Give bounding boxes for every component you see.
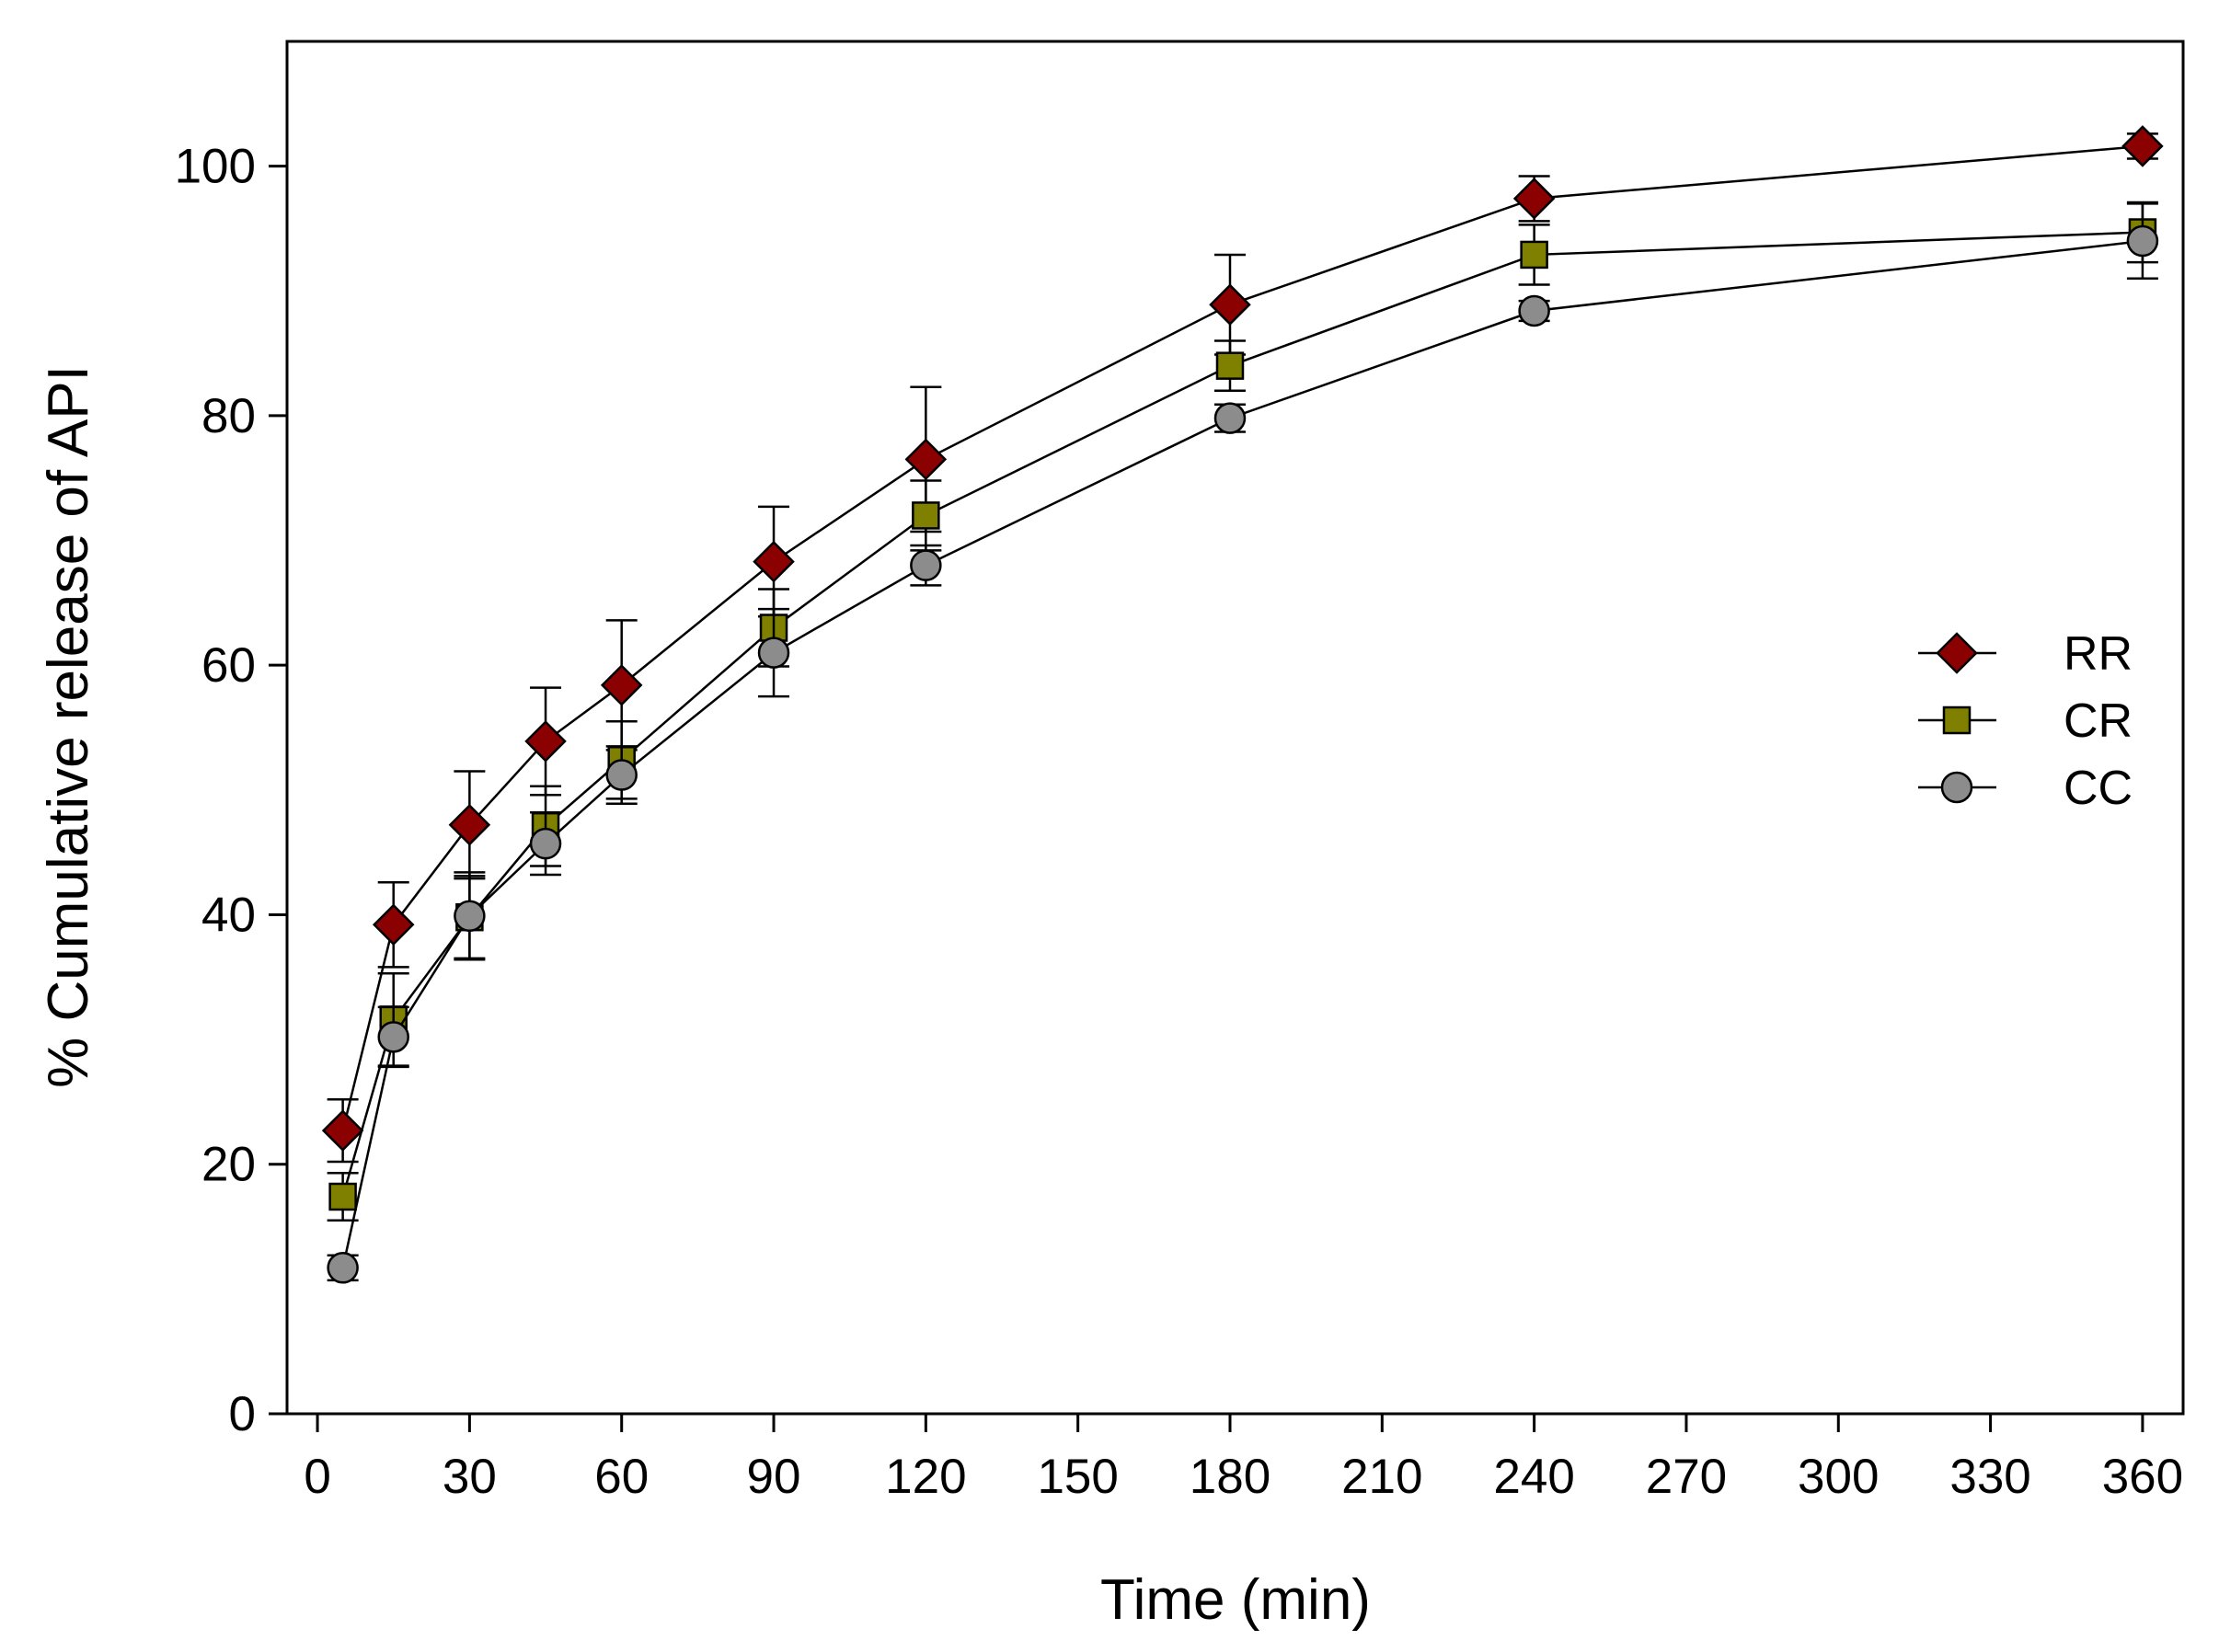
x-tick-label: 270 <box>1646 1450 1727 1504</box>
series-line <box>341 144 2144 1131</box>
y-tick-label: 20 <box>201 1138 256 1192</box>
data-point <box>1518 294 1550 327</box>
series-CC <box>327 202 2159 1284</box>
x-tick-label: 240 <box>1493 1450 1574 1504</box>
plot-frame <box>285 40 2185 1416</box>
y-tick-label: 80 <box>201 389 256 443</box>
data-series <box>321 125 2164 1284</box>
legend-marker <box>1936 632 1978 674</box>
x-tick-label: 180 <box>1190 1450 1270 1504</box>
data-point <box>448 804 491 846</box>
data-point <box>910 549 942 581</box>
data-point <box>1213 402 1247 434</box>
data-point <box>2121 125 2164 167</box>
series-line <box>341 231 2143 1198</box>
legend-label: RR <box>2064 627 2133 681</box>
data-point <box>904 438 948 481</box>
data-point <box>1512 178 1556 220</box>
data-point <box>327 1252 359 1284</box>
x-tick-label: 60 <box>594 1450 649 1504</box>
data-point <box>377 1021 409 1053</box>
data-point <box>529 827 562 860</box>
x-tick-label: 210 <box>1341 1450 1422 1504</box>
legend-marker <box>1942 706 1972 735</box>
x-tick-label: 150 <box>1037 1450 1118 1504</box>
legend-label: CC <box>2064 762 2133 815</box>
x-axis-title: Time (min) <box>1100 1568 1371 1632</box>
data-point <box>2126 224 2159 258</box>
y-tick-label: 0 <box>229 1387 256 1441</box>
data-point <box>524 720 567 763</box>
data-point <box>372 903 415 946</box>
legend-marker <box>1940 771 1973 804</box>
legend: RR CR CC <box>1918 627 2133 815</box>
x-tick-label: 0 <box>304 1450 330 1504</box>
x-tick-label: 330 <box>1949 1450 2030 1504</box>
data-point <box>1209 283 1251 326</box>
y-axis-ticks: 0 20 40 60 80 100 <box>175 140 287 1441</box>
data-point <box>1520 240 1548 270</box>
data-point <box>1215 351 1245 380</box>
data-point <box>912 501 940 530</box>
y-axis-title: % Cumulative release of API <box>37 365 100 1088</box>
legend-item-CR: CR <box>1918 694 2133 748</box>
data-point <box>321 1109 364 1152</box>
data-point <box>328 1182 357 1211</box>
data-point <box>454 900 486 933</box>
data-point <box>753 540 795 583</box>
legend-item-RR: RR <box>1918 627 2133 681</box>
data-point <box>757 637 790 669</box>
x-tick-label: 300 <box>1798 1450 1879 1504</box>
y-tick-label: 60 <box>201 638 256 693</box>
legend-item-CC: CC <box>1918 762 2133 815</box>
series-RR <box>321 125 2164 1164</box>
data-point <box>605 759 638 791</box>
y-tick-label: 100 <box>175 140 256 194</box>
x-tick-label: 30 <box>443 1450 497 1504</box>
series-CR <box>327 201 2158 1222</box>
data-point <box>600 664 643 706</box>
y-tick-label: 40 <box>201 888 256 942</box>
series-line <box>341 239 2144 1268</box>
x-tick-label: 360 <box>2102 1450 2183 1504</box>
x-axis-ticks: 0 30 60 90 120 150 180 210 240 270 300 330 360 <box>304 1414 2183 1504</box>
legend-label: CR <box>2064 694 2133 748</box>
x-tick-label: 90 <box>747 1450 801 1504</box>
x-tick-label: 120 <box>885 1450 966 1504</box>
